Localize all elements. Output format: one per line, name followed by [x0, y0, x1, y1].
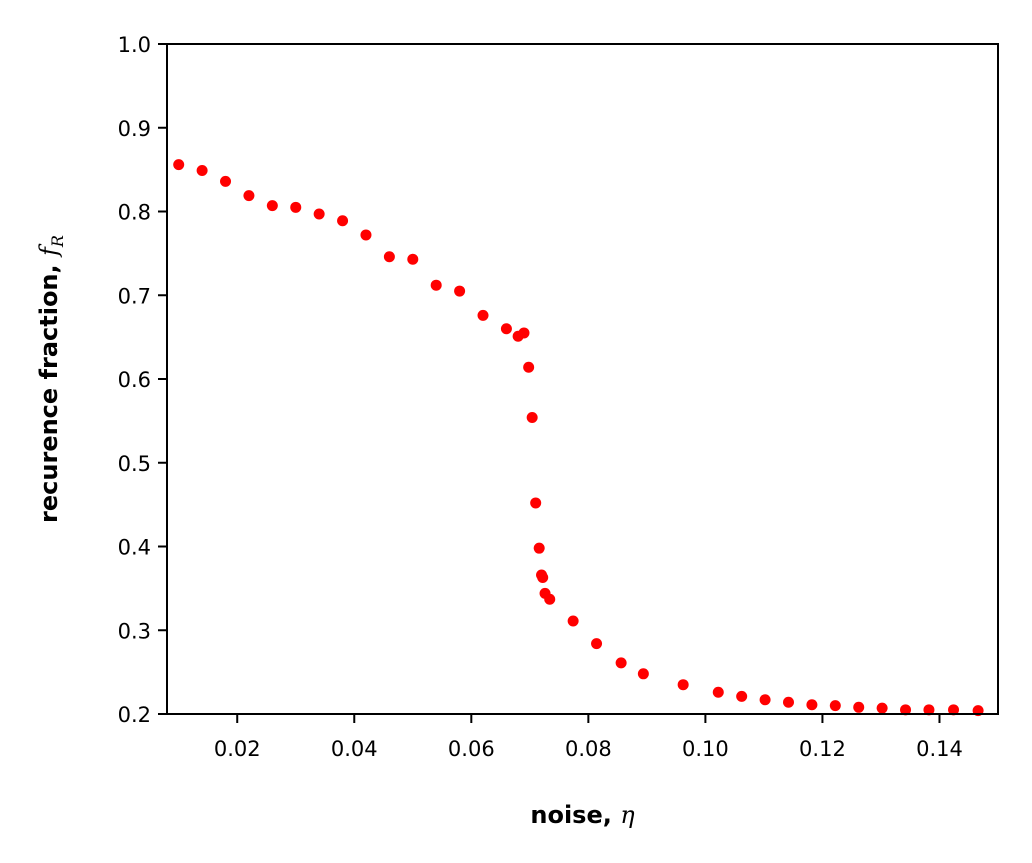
data-point	[477, 309, 489, 321]
data-point	[782, 696, 794, 708]
y-axis-label-text: recurence fraction,	[35, 256, 63, 523]
x-tick-label: 0.02	[214, 737, 261, 761]
data-point	[923, 704, 935, 716]
data-point	[948, 704, 960, 716]
data-point	[407, 253, 419, 265]
data-point	[900, 704, 912, 716]
y-tick-label: 0.8	[118, 201, 151, 225]
x-tick-label: 0.10	[682, 737, 729, 761]
data-point	[530, 497, 542, 509]
data-point	[677, 679, 689, 691]
y-axis-ticks: 0.2 0.3 0.4 0.5 0.6 0.7 0.8 0.9 1.0	[118, 33, 167, 727]
data-point	[853, 701, 865, 713]
data-point	[430, 279, 442, 291]
y-axis-label-subscript: R	[48, 235, 67, 248]
data-point	[196, 164, 208, 176]
data-point	[615, 657, 627, 669]
data-point	[518, 327, 530, 339]
y-tick-label: 0.6	[118, 368, 151, 392]
data-point	[736, 690, 748, 702]
y-tick-label: 0.7	[118, 284, 151, 308]
data-point	[383, 251, 395, 263]
x-tick-label: 0.08	[565, 737, 612, 761]
data-point	[173, 159, 185, 171]
data-point	[533, 542, 545, 554]
data-point	[544, 593, 556, 605]
data-point	[243, 190, 255, 202]
y-tick-label: 0.4	[118, 536, 151, 560]
data-points	[173, 159, 984, 717]
x-axis-label: noise, η	[530, 801, 635, 829]
x-tick-label: 0.04	[331, 737, 378, 761]
data-point	[829, 700, 841, 712]
y-tick-label: 0.9	[118, 117, 151, 141]
data-point	[290, 201, 302, 213]
x-tick-label: 0.06	[448, 737, 495, 761]
y-tick-label: 0.5	[118, 452, 151, 476]
plot-frame	[166, 43, 999, 715]
y-axis-label: recurence fraction, fR	[35, 235, 67, 523]
y-tick-label: 1.0	[118, 33, 151, 57]
data-point	[759, 694, 771, 706]
y-tick-label: 0.3	[118, 619, 151, 643]
x-axis-ticks: 0.02 0.04 0.06 0.08 0.10 0.12 0.14	[214, 714, 963, 761]
data-point	[537, 571, 549, 583]
data-point	[876, 702, 888, 714]
data-point	[337, 215, 349, 227]
data-point	[313, 208, 325, 220]
data-point	[360, 229, 372, 241]
data-point	[567, 615, 579, 627]
data-point	[523, 361, 535, 373]
data-point	[526, 412, 538, 424]
x-tick-label: 0.12	[799, 737, 846, 761]
data-point	[637, 668, 649, 680]
x-tick-label: 0.14	[916, 737, 963, 761]
data-point	[454, 285, 466, 297]
y-tick-label: 0.2	[118, 703, 151, 727]
data-point	[220, 175, 232, 187]
x-axis-label-text: noise,	[530, 801, 620, 829]
data-point	[591, 638, 603, 650]
x-axis-label-symbol: η	[620, 801, 635, 829]
data-point	[500, 323, 512, 335]
data-point	[266, 200, 278, 212]
data-point	[806, 699, 818, 711]
data-point	[712, 686, 724, 698]
